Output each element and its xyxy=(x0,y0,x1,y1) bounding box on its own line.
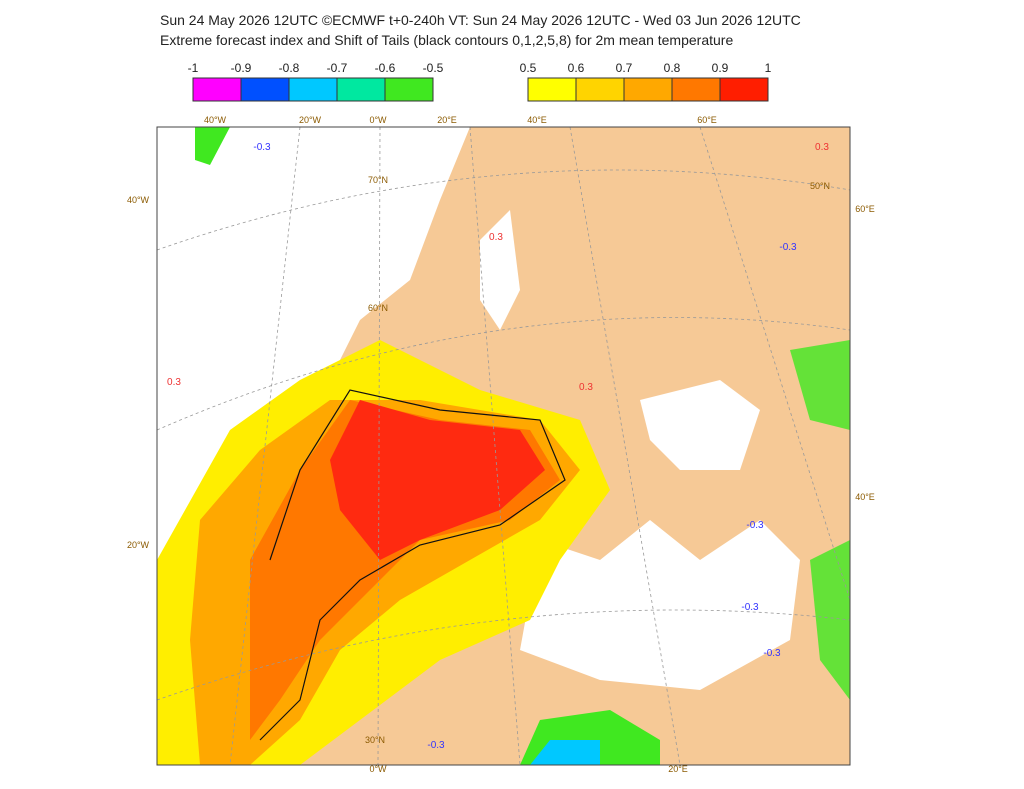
map-frame xyxy=(156,126,851,766)
colorbar-label: 0.9 xyxy=(712,61,729,75)
efi-neg xyxy=(810,540,850,700)
map-labels: 40°W 20°W 0°W 20°E 40°E 60°E 40°W 20°W 60°E 40°E 0… xyxy=(127,115,875,774)
colorbar-label: -0.6 xyxy=(375,61,396,75)
lon-label: 40°W xyxy=(204,115,227,125)
colorbar-label: 0.6 xyxy=(568,61,585,75)
colorbar-label: 1 xyxy=(765,61,772,75)
lon-label: 60°E xyxy=(855,204,875,214)
colorbar-box xyxy=(288,77,338,102)
lon-label: 0°W xyxy=(369,764,387,774)
colorbar-label: -0.7 xyxy=(327,61,348,75)
colorbar-label: 0.5 xyxy=(520,61,537,75)
lon-label: 0°W xyxy=(369,115,387,125)
contour-label: -0.3 xyxy=(253,142,271,153)
contour-label: -0.3 xyxy=(427,740,445,751)
colorbar-label: 0.8 xyxy=(664,61,681,75)
contour-label: 0.3 xyxy=(579,382,593,393)
colorbar-label: -0.8 xyxy=(279,61,300,75)
colorbar-box xyxy=(719,77,769,102)
map xyxy=(157,127,850,765)
colorbar-box xyxy=(384,77,434,102)
lat-label: 60°N xyxy=(368,303,388,313)
subtitle: Extreme forecast index and Shift of Tail… xyxy=(160,32,733,48)
lat-label: 50°N xyxy=(810,181,830,191)
contour-label: 0.3 xyxy=(489,232,503,243)
lon-label: 20°E xyxy=(668,764,688,774)
efi-neg xyxy=(195,127,230,165)
efi-neg xyxy=(790,340,850,430)
contour-label: -0.3 xyxy=(746,520,764,531)
contour-label: -0.3 xyxy=(741,602,759,613)
colorbar-box xyxy=(336,77,386,102)
lon-label: 60°E xyxy=(697,115,717,125)
lon-label: 40°E xyxy=(855,492,875,502)
black-sea xyxy=(640,380,760,470)
title: Sun 24 May 2026 12UTC ©ECMWF t+0-240h VT… xyxy=(160,12,801,28)
efi-neg xyxy=(530,740,600,765)
baltic xyxy=(480,210,520,330)
lon-label: 40°E xyxy=(527,115,547,125)
colorbar-box xyxy=(575,77,625,102)
contour-label: 0.3 xyxy=(167,377,181,388)
colorbar-label: -0.5 xyxy=(423,61,444,75)
lon-label: 20°E xyxy=(437,115,457,125)
lat-label: 70°N xyxy=(368,175,388,185)
colorbar-box xyxy=(240,77,290,102)
mediterranean xyxy=(520,520,800,690)
colorbar-box xyxy=(671,77,721,102)
colorbar-label: -1 xyxy=(188,61,199,75)
colorbar-label: 0.7 xyxy=(616,61,633,75)
colorbars: -1 -0.9 -0.8 -0.7 -0.6 -0.5 0.5 0.6 0.7 0.8 0.9 1 xyxy=(188,61,772,102)
lon-label: 20°W xyxy=(299,115,322,125)
colorbar-box xyxy=(623,77,673,102)
lat-label: 30°N xyxy=(365,735,385,745)
contour-label: -0.3 xyxy=(779,242,797,253)
contour-label: 0.3 xyxy=(815,142,829,153)
lon-label: 20°W xyxy=(127,540,150,550)
graticule xyxy=(157,127,850,765)
colorbar-box xyxy=(527,77,577,102)
efi-0.9 xyxy=(330,400,545,560)
sot-contours xyxy=(259,389,566,741)
colorbar-box xyxy=(192,77,242,102)
colorbar-label: -0.9 xyxy=(231,61,252,75)
contour-label: -0.3 xyxy=(763,648,781,659)
lon-label: 40°W xyxy=(127,195,150,205)
